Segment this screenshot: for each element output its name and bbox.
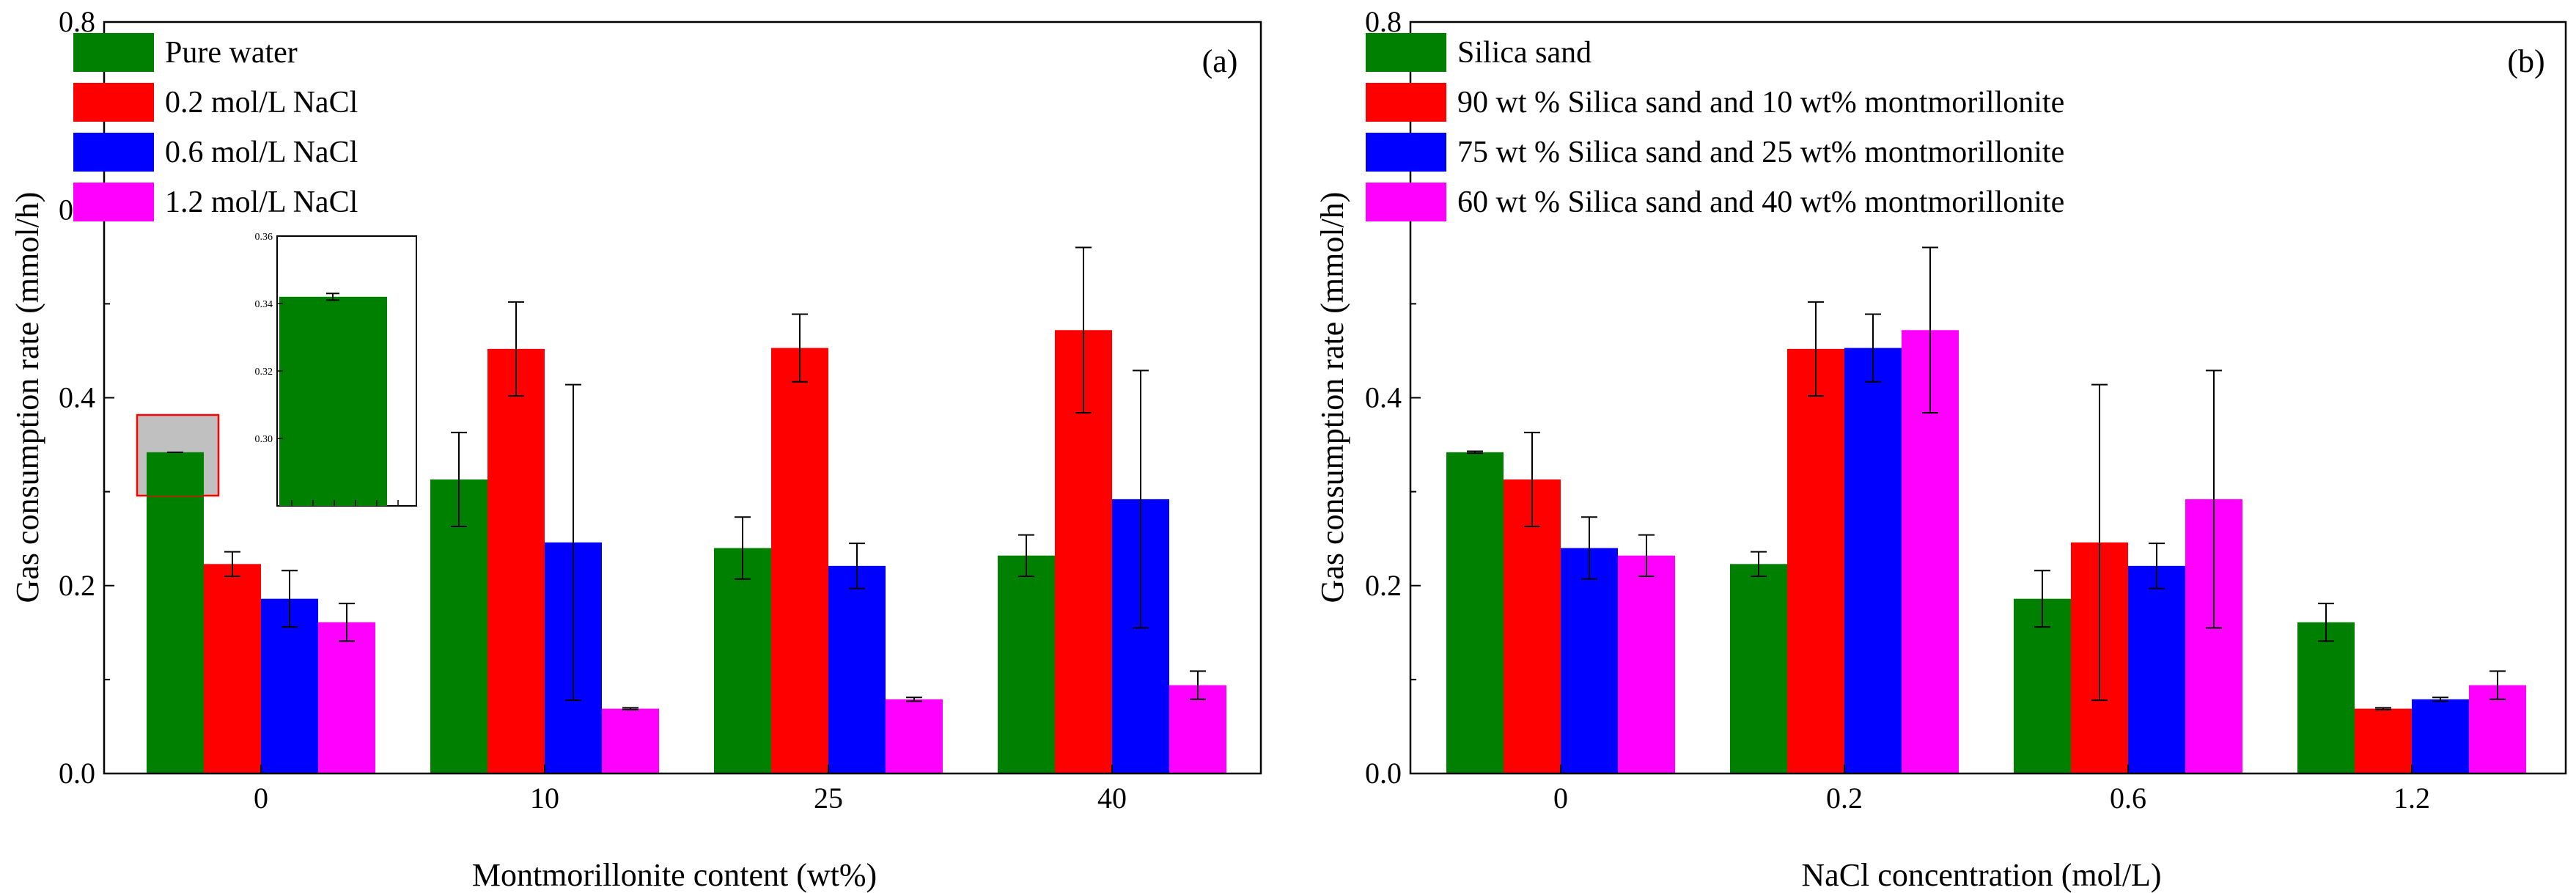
y-tick-label: 0.4: [59, 381, 95, 414]
y-tick-label: 0.0: [1365, 757, 1402, 790]
y-tick-label: 0.2: [59, 569, 95, 602]
inset: 0.30 0.32 0.34 0.36: [255, 232, 417, 507]
bar: [714, 548, 771, 773]
bar: [204, 564, 261, 773]
bar: [2355, 708, 2412, 773]
legend-label: 1.2 mol/L NaCl: [165, 185, 358, 219]
bar: [771, 348, 828, 773]
legend-label: 0.6 mol/L NaCl: [165, 136, 358, 169]
x-tick-label: 10: [530, 782, 559, 815]
legend-label: 90 wt % Silica sand and 10 wt% montmoril…: [1457, 86, 2064, 120]
bar: [2297, 622, 2355, 773]
y-tick-label: 0.8: [59, 5, 95, 38]
panel-label: (a): [1202, 43, 1238, 79]
bar: [886, 699, 943, 773]
x-tick-label: 40: [1097, 782, 1127, 815]
x-axis-label: NaCl concentration (mol/L): [1801, 857, 2161, 893]
legend-label: 0.2 mol/L NaCl: [165, 86, 358, 120]
legend-label: 75 wt % Silica sand and 25 wt% montmoril…: [1457, 136, 2064, 169]
bar: [2412, 699, 2469, 773]
legend-label: Silica sand: [1457, 36, 1591, 70]
bar: [1561, 548, 1618, 773]
bar: [1787, 348, 1844, 773]
x-tick-label: 0: [1553, 782, 1568, 815]
x-axis-label: Montmorillonite content (wt%): [472, 857, 877, 893]
bar: [1504, 479, 1561, 773]
bar: [2128, 565, 2185, 773]
bar: [2014, 598, 2071, 773]
bar: [147, 452, 204, 773]
x-tick-label: 25: [814, 782, 843, 815]
bar: [1844, 348, 1902, 773]
x-tick-label: 0.6: [2110, 782, 2146, 815]
legend-label: Pure water: [165, 36, 298, 70]
legend-swatch: [73, 33, 154, 72]
bar: [1446, 452, 1504, 773]
bar: [1618, 555, 1675, 773]
legend-swatch: [1366, 183, 1446, 221]
inset-y-tick-label: 0.34: [255, 299, 273, 310]
bar: [487, 348, 545, 773]
bar: [430, 479, 487, 773]
bar: [998, 555, 1055, 773]
bar: [318, 622, 375, 773]
panel-label: (b): [2507, 43, 2544, 79]
x-tick-label: 1.2: [2393, 782, 2430, 815]
bar: [828, 565, 886, 773]
legend-swatch: [1366, 133, 1446, 172]
inset-y-tick-label: 0.32: [255, 367, 273, 378]
inset-y-tick-label: 0.30: [255, 434, 273, 445]
inset-bar: [279, 296, 387, 506]
legend-swatch: [73, 83, 154, 122]
inset-y-tick-label: 0.36: [255, 232, 273, 243]
y-tick-label: 0.8: [1365, 5, 1402, 38]
bar-highlight-overlay: [147, 452, 204, 496]
x-tick-label: 0: [254, 782, 268, 815]
y-tick-label: 0.2: [1365, 569, 1402, 602]
legend-swatch: [73, 183, 154, 221]
bar: [1730, 564, 1787, 773]
legend-swatch: [1366, 33, 1446, 72]
bar: [261, 598, 318, 773]
y-axis-label: Gas consumption rate (mmol/h): [10, 192, 45, 603]
bar: [602, 708, 659, 773]
y-tick-label: 0.4: [1365, 381, 1402, 414]
legend-swatch: [73, 133, 154, 172]
legend-swatch: [1366, 83, 1446, 122]
y-tick-label: 0.0: [59, 757, 95, 790]
x-tick-label: 0.2: [1826, 782, 1863, 815]
y-axis-label: Gas consumption rate (mmol/h): [1314, 192, 1350, 603]
legend-label: 60 wt % Silica sand and 40 wt% montmoril…: [1457, 185, 2064, 219]
